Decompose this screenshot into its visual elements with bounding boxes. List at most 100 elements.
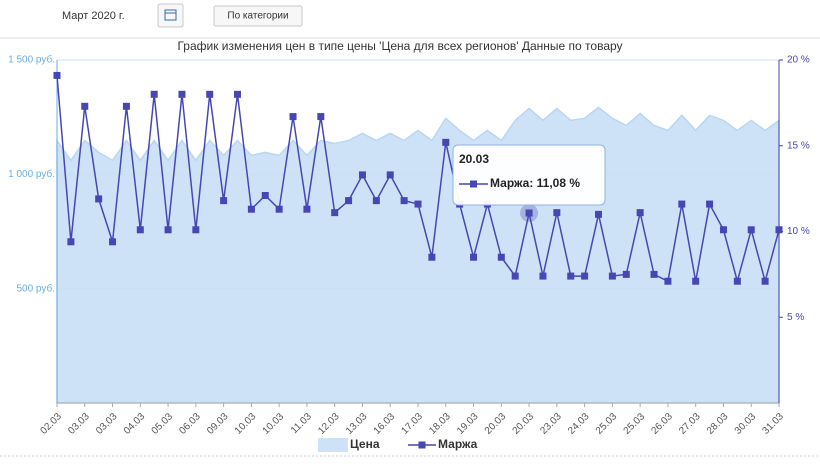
margin-marker	[303, 205, 311, 213]
x-tick-label: 03.03	[66, 411, 92, 437]
x-tick-label: 10.03	[261, 411, 287, 437]
x-tick-label: 26.03	[649, 411, 675, 437]
margin-marker	[650, 270, 658, 278]
x-tick-label: 09.03	[205, 411, 231, 437]
x-tick-label: 19.03	[455, 411, 481, 437]
x-tick-label: 13.03	[344, 411, 370, 437]
legend-label: Цена	[350, 437, 380, 451]
margin-marker	[164, 226, 172, 234]
margin-marker	[747, 226, 755, 234]
x-tick-label: 18.03	[427, 411, 453, 437]
legend-swatch	[318, 438, 348, 452]
margin-marker	[539, 272, 547, 280]
margin-marker	[358, 171, 366, 179]
margin-marker	[67, 238, 75, 246]
y2-tick-label: 5 %	[787, 312, 804, 323]
margin-marker	[247, 205, 255, 213]
margin-marker	[442, 138, 450, 146]
tooltip-title: 20.03	[459, 152, 489, 166]
margin-marker	[234, 90, 241, 98]
x-tick-label: 12.03	[316, 411, 342, 437]
margin-marker	[136, 226, 144, 234]
x-tick-label: 27.03	[677, 411, 703, 437]
margin-marker	[345, 197, 353, 205]
margin-marker	[414, 200, 422, 208]
margin-marker	[622, 270, 630, 278]
calendar-button[interactable]	[157, 3, 184, 28]
margin-marker	[261, 191, 269, 199]
x-tick-label: 03.03	[94, 411, 120, 437]
margin-marker	[525, 209, 533, 217]
x-tick-label: 10.03	[233, 411, 259, 437]
calendar-icon	[164, 9, 177, 21]
category-button[interactable]	[213, 5, 303, 27]
margin-marker	[122, 102, 130, 110]
margin-marker	[81, 102, 89, 110]
x-tick-label: 05.03	[150, 411, 176, 437]
margin-marker	[178, 90, 186, 98]
x-tick-label: 23.03	[538, 411, 564, 437]
y2-tick-label: 20 %	[787, 55, 810, 66]
x-tick-label: 28.03	[705, 411, 731, 437]
margin-marker	[386, 171, 394, 179]
x-tick-label: 20.03	[511, 411, 537, 437]
legend-marker	[418, 441, 426, 449]
tooltip-box	[452, 144, 606, 206]
margin-marker	[733, 277, 741, 285]
margin-marker	[511, 272, 519, 280]
category-button-label[interactable]: По категории	[227, 11, 288, 22]
margin-marker	[775, 226, 783, 234]
x-tick-label: 16.03	[372, 411, 398, 437]
x-tick-label: 02.03	[39, 411, 65, 437]
margin-marker	[400, 197, 408, 205]
margin-marker	[761, 277, 769, 285]
legend-label: Маржа	[438, 437, 478, 451]
x-tick-label: 31.03	[761, 411, 787, 437]
y-tick-label: 1 500 руб.	[8, 54, 55, 66]
margin-marker	[595, 210, 602, 218]
margin-marker	[317, 113, 325, 121]
margin-marker	[678, 200, 686, 208]
margin-marker	[608, 272, 616, 280]
margin-marker	[372, 197, 380, 205]
margin-marker	[53, 71, 61, 79]
x-tick-label: 06.03	[177, 411, 203, 437]
period-label: Март 2020 г.	[62, 10, 125, 22]
margin-marker	[331, 209, 339, 217]
x-tick-label: 04.03	[122, 411, 148, 437]
margin-marker	[192, 226, 200, 234]
margin-marker	[581, 272, 589, 280]
tooltip-marker	[470, 180, 477, 188]
margin-marker	[706, 200, 714, 208]
margin-marker	[289, 113, 297, 121]
x-tick-label: 30.03	[733, 411, 759, 437]
margin-marker	[428, 253, 436, 261]
x-tick-label: 20.03	[483, 411, 509, 437]
margin-marker	[497, 253, 505, 261]
tooltip-text: Маржа: 11,08 %	[490, 176, 580, 190]
y-tick-label: 500 руб.	[16, 282, 55, 294]
y-tick-label: 1 000 руб.	[8, 168, 55, 180]
chart-title: График изменения цен в типе цены 'Цена д…	[177, 39, 622, 53]
x-tick-label: 25.03	[594, 411, 620, 437]
margin-marker	[275, 205, 283, 213]
margin-marker	[206, 90, 214, 98]
margin-marker	[553, 209, 561, 217]
price-area	[56, 106, 780, 404]
y2-tick-label: 15 %	[787, 140, 810, 151]
margin-marker	[150, 90, 158, 98]
x-tick-label: 25.03	[622, 411, 648, 437]
margin-marker	[664, 277, 672, 285]
x-tick-label: 24.03	[566, 411, 592, 437]
margin-marker	[636, 209, 644, 217]
x-tick-label: 11.03	[289, 411, 314, 436]
margin-marker	[470, 253, 478, 261]
margin-marker	[719, 226, 727, 234]
margin-marker	[220, 197, 228, 205]
margin-marker	[95, 195, 103, 203]
y2-tick-label: 10 %	[787, 226, 810, 237]
x-tick-label: 17.03	[400, 411, 426, 437]
margin-marker	[109, 238, 117, 246]
